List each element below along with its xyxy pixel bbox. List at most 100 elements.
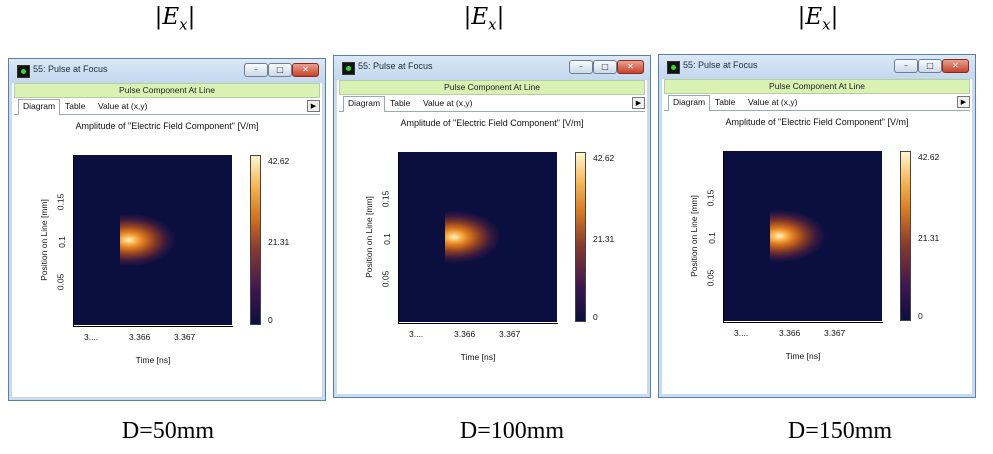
tab-scroll-button[interactable]: ▶: [307, 100, 320, 112]
y-tick-label: 0.05: [55, 273, 66, 291]
colorbar-min-label: 0: [268, 315, 273, 325]
maximize-icon: □: [926, 61, 934, 70]
app-icon: [667, 61, 680, 74]
close-icon: ✕: [627, 62, 634, 71]
y-axis-label: Position on Line [mm]: [39, 199, 49, 281]
window-title: 55: Pulse at Focus: [33, 64, 108, 74]
y-axis: [398, 152, 399, 324]
y-tick-label: 0.15: [55, 193, 66, 211]
tab-scroll-button[interactable]: ▶: [957, 96, 970, 108]
diagram-panel: Amplitude of "Electric Field Component" …: [339, 112, 645, 392]
colorbar-max-label: 42.62: [268, 156, 290, 166]
plot-title: Amplitude of "Electric Field Component" …: [725, 117, 909, 127]
colorbar-mid-label: 21.31: [593, 234, 615, 244]
equation-label-3: |Ex|: [797, 4, 839, 34]
window-pulse-at-focus-3[interactable]: 55: Pulse at Focus – □ ✕ Pulse Component…: [658, 54, 976, 398]
tab-row: Diagram Table Value at (x,y) ▶: [339, 96, 645, 112]
tab-diagram[interactable]: Diagram: [18, 99, 61, 115]
minimize-button[interactable]: –: [894, 59, 918, 73]
x-axis: [398, 323, 558, 324]
y-tick-label: 0.15: [705, 189, 716, 207]
equation-label-2: |Ex|: [463, 4, 505, 34]
heatmap[interactable]: [724, 151, 882, 321]
y-axis: [723, 151, 724, 323]
equation-label-1: |Ex|: [154, 4, 196, 34]
app-icon: [17, 65, 30, 78]
minimize-icon: –: [904, 61, 908, 70]
caption-d100: D=100mm: [459, 418, 565, 444]
title-bar[interactable]: 55: Pulse at Focus – □ ✕: [659, 55, 975, 79]
diagram-panel: Amplitude of "Electric Field Component" …: [14, 115, 320, 395]
close-button[interactable]: ✕: [617, 60, 644, 74]
maximize-icon: □: [601, 62, 609, 71]
plot-title: Amplitude of "Electric Field Component" …: [75, 121, 259, 131]
x-tick-label: 3....: [734, 328, 749, 338]
colorbar-min-label: 0: [918, 311, 923, 321]
pulse-intensity-region: [445, 207, 535, 267]
x-axis: [73, 326, 233, 327]
maximize-button[interactable]: □: [918, 59, 942, 73]
window-title: 55: Pulse at Focus: [358, 61, 433, 71]
minimize-icon: –: [254, 65, 258, 74]
tab-value-at-xy[interactable]: Value at (x,y): [98, 101, 148, 111]
x-tick-label: 3.366: [129, 332, 151, 342]
pulse-intensity-region: [770, 206, 860, 266]
tab-table[interactable]: Table: [390, 98, 411, 108]
subheader: Pulse Component At Line: [339, 80, 645, 95]
colorbar-min-label: 0: [593, 312, 598, 322]
triangle-right-icon: ▶: [635, 99, 642, 107]
tab-table[interactable]: Table: [65, 101, 86, 111]
y-axis-label: Position on Line [mm]: [364, 196, 374, 278]
app-icon: [342, 62, 355, 75]
x-axis: [723, 322, 883, 323]
y-tick-label: 0.15: [380, 190, 391, 208]
x-axis-label: Time [ns]: [135, 355, 171, 365]
colorbar: [250, 155, 261, 325]
minimize-icon: –: [579, 62, 583, 71]
maximize-button[interactable]: □: [593, 60, 617, 74]
maximize-button[interactable]: □: [268, 63, 292, 77]
tab-diagram[interactable]: Diagram: [668, 95, 711, 111]
triangle-right-icon: ▶: [310, 102, 317, 110]
diagram-panel: Amplitude of "Electric Field Component" …: [664, 111, 970, 392]
y-axis: [73, 155, 74, 327]
y-tick-label: 0.1: [706, 232, 717, 244]
title-bar[interactable]: 55: Pulse at Focus – □ ✕: [9, 59, 325, 83]
subheader: Pulse Component At Line: [664, 79, 970, 94]
close-icon: ✕: [952, 61, 959, 70]
tab-value-at-xy[interactable]: Value at (x,y): [423, 98, 473, 108]
window-pulse-at-focus-1[interactable]: 55: Pulse at Focus – □ ✕ Pulse Component…: [8, 58, 326, 401]
x-tick-label: 3.367: [174, 332, 196, 342]
x-tick-label: 3.366: [454, 329, 476, 339]
triangle-right-icon: ▶: [960, 98, 967, 106]
plot-title: Amplitude of "Electric Field Component" …: [400, 118, 584, 128]
y-tick-label: 0.1: [381, 233, 392, 245]
heatmap[interactable]: [74, 155, 232, 325]
minimize-button[interactable]: –: [244, 63, 268, 77]
window-pulse-at-focus-2[interactable]: 55: Pulse at Focus – □ ✕ Pulse Component…: [333, 55, 651, 398]
close-button[interactable]: ✕: [942, 59, 969, 73]
y-tick-label: 0.1: [56, 236, 67, 248]
minimize-button[interactable]: –: [569, 60, 593, 74]
maximize-icon: □: [276, 65, 284, 74]
tab-row: Diagram Table Value at (x,y) ▶: [664, 95, 970, 111]
colorbar-max-label: 42.62: [918, 152, 940, 162]
tab-value-at-xy[interactable]: Value at (x,y): [748, 97, 798, 107]
x-axis-label: Time [ns]: [785, 351, 821, 361]
tab-table[interactable]: Table: [715, 97, 736, 107]
colorbar: [575, 152, 586, 322]
colorbar-max-label: 42.62: [593, 153, 615, 163]
x-tick-label: 3....: [409, 329, 424, 339]
tab-diagram[interactable]: Diagram: [343, 96, 386, 112]
x-tick-label: 3.366: [779, 328, 801, 338]
tab-row: Diagram Table Value at (x,y) ▶: [14, 99, 320, 115]
subheader: Pulse Component At Line: [14, 83, 320, 98]
close-button[interactable]: ✕: [292, 63, 319, 77]
caption-d50: D=50mm: [121, 418, 215, 444]
title-bar[interactable]: 55: Pulse at Focus – □ ✕: [334, 56, 650, 80]
x-tick-label: 3.367: [499, 329, 521, 339]
heatmap[interactable]: [399, 152, 557, 322]
window-title: 55: Pulse at Focus: [683, 60, 758, 70]
tab-scroll-button[interactable]: ▶: [632, 97, 645, 109]
y-axis-label: Position on Line [mm]: [689, 195, 699, 277]
